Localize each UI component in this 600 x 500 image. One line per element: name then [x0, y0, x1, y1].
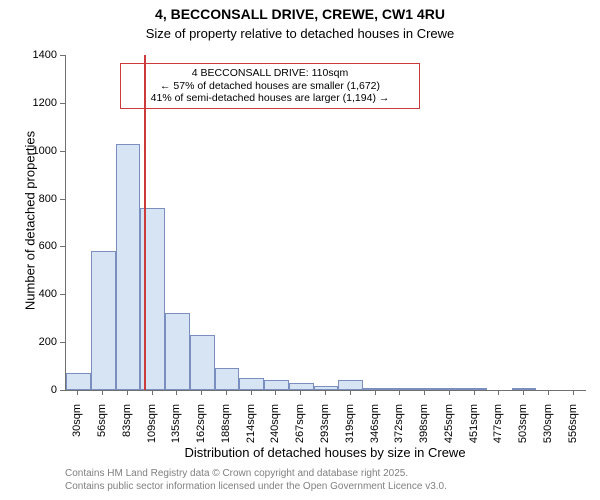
xtick-mark: [152, 390, 153, 395]
ytick-label: 800: [25, 193, 57, 205]
chart-container: 4, BECCONSALL DRIVE, CREWE, CW1 4RU Size…: [0, 0, 600, 500]
xtick-mark: [399, 390, 400, 395]
xtick-label: 30sqm: [71, 404, 83, 454]
xtick-label: 398sqm: [418, 404, 430, 454]
ytick-label: 1400: [25, 49, 57, 61]
histogram-bar: [338, 380, 363, 390]
xtick-label: 451sqm: [468, 404, 480, 454]
xtick-label: 56sqm: [96, 404, 108, 454]
xtick-mark: [77, 390, 78, 395]
ytick-label: 600: [25, 240, 57, 252]
xtick-label: 530sqm: [542, 404, 554, 454]
ytick-label: 400: [25, 288, 57, 300]
xtick-mark: [127, 390, 128, 395]
xtick-mark: [573, 390, 574, 395]
xtick-mark: [176, 390, 177, 395]
xtick-label: 83sqm: [121, 404, 133, 454]
histogram-bar: [66, 373, 91, 390]
ytick-mark: [60, 246, 65, 247]
ytick-mark: [60, 103, 65, 104]
xtick-label: 319sqm: [344, 404, 356, 454]
xtick-mark: [275, 390, 276, 395]
attribution-line1: Contains HM Land Registry data © Crown c…: [65, 467, 447, 480]
histogram-bar: [190, 335, 215, 390]
ytick-mark: [60, 55, 65, 56]
xtick-label: 109sqm: [146, 404, 158, 454]
xtick-mark: [548, 390, 549, 395]
xtick-mark: [325, 390, 326, 395]
ytick-label: 1200: [25, 97, 57, 109]
annotation-line2: ← 57% of detached houses are smaller (1,…: [127, 80, 413, 93]
ytick-mark: [60, 199, 65, 200]
xtick-mark: [424, 390, 425, 395]
xtick-mark: [449, 390, 450, 395]
ytick-mark: [60, 294, 65, 295]
xtick-label: 556sqm: [567, 404, 579, 454]
xtick-mark: [523, 390, 524, 395]
attribution-text: Contains HM Land Registry data © Crown c…: [65, 467, 447, 493]
xtick-label: 240sqm: [269, 404, 281, 454]
attribution-line2: Contains public sector information licen…: [65, 480, 447, 493]
xtick-mark: [251, 390, 252, 395]
histogram-bar: [437, 388, 462, 390]
chart-title: 4, BECCONSALL DRIVE, CREWE, CW1 4RU: [0, 6, 600, 22]
xtick-mark: [102, 390, 103, 395]
xtick-label: 425sqm: [443, 404, 455, 454]
xtick-label: 267sqm: [294, 404, 306, 454]
histogram-bar: [462, 388, 487, 390]
xtick-label: 346sqm: [369, 404, 381, 454]
xtick-mark: [474, 390, 475, 395]
histogram-bar: [215, 368, 240, 390]
xtick-mark: [201, 390, 202, 395]
annotation-line1: 4 BECCONSALL DRIVE: 110sqm: [127, 67, 413, 80]
xtick-label: 188sqm: [220, 404, 232, 454]
xtick-mark: [375, 390, 376, 395]
xtick-label: 162sqm: [195, 404, 207, 454]
histogram-bar: [91, 251, 116, 390]
xtick-label: 372sqm: [393, 404, 405, 454]
ytick-mark: [60, 390, 65, 391]
xtick-label: 503sqm: [517, 404, 529, 454]
xtick-label: 477sqm: [492, 404, 504, 454]
histogram-bar: [116, 144, 141, 390]
histogram-bar: [165, 313, 190, 390]
ytick-label: 0: [25, 384, 57, 396]
histogram-bar: [289, 383, 314, 390]
ytick-label: 200: [25, 336, 57, 348]
histogram-bar: [363, 388, 388, 390]
annotation-box: 4 BECCONSALL DRIVE: 110sqm ← 57% of deta…: [120, 63, 420, 109]
xtick-mark: [498, 390, 499, 395]
xtick-label: 293sqm: [319, 404, 331, 454]
xtick-mark: [350, 390, 351, 395]
ytick-mark: [60, 151, 65, 152]
histogram-bar: [239, 378, 264, 390]
ytick-label: 1000: [25, 145, 57, 157]
ytick-mark: [60, 342, 65, 343]
xtick-label: 135sqm: [170, 404, 182, 454]
histogram-bar: [264, 380, 289, 390]
annotation-line3: 41% of semi-detached houses are larger (…: [127, 92, 413, 105]
xtick-label: 214sqm: [245, 404, 257, 454]
xtick-mark: [300, 390, 301, 395]
chart-subtitle: Size of property relative to detached ho…: [0, 26, 600, 41]
xtick-mark: [226, 390, 227, 395]
property-marker-line: [144, 55, 146, 390]
